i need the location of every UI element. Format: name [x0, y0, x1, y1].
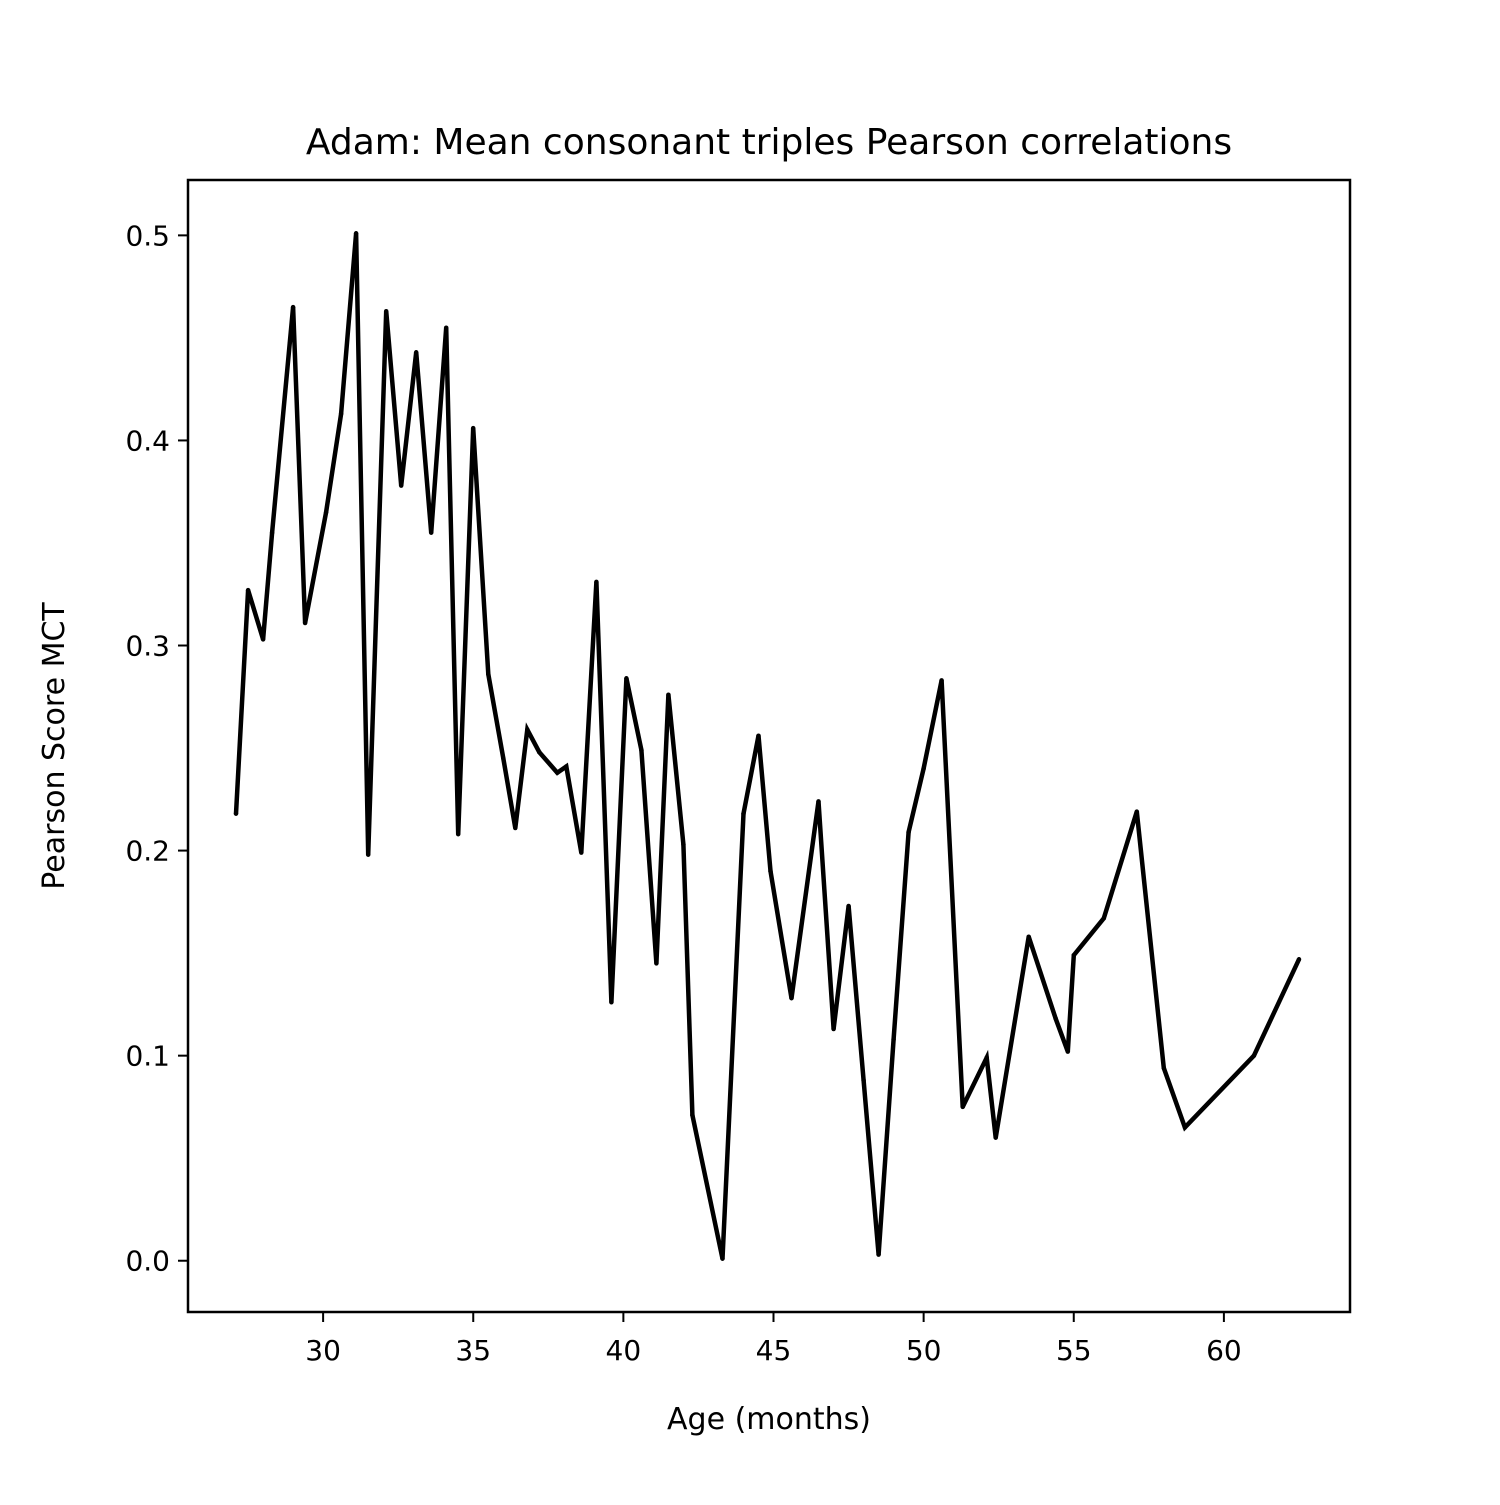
data-point — [654, 961, 659, 966]
data-point — [537, 749, 542, 755]
x-tick-label: 50 — [906, 1334, 942, 1367]
data-point — [690, 1112, 695, 1118]
data-point — [831, 1026, 836, 1032]
data-point — [365, 852, 371, 857]
data-point — [501, 756, 506, 761]
data-point — [428, 530, 434, 535]
data-point — [846, 903, 851, 909]
data-point — [245, 587, 251, 593]
x-axis-ticks: 30 35 40 45 50 55 60 — [305, 1312, 1242, 1367]
data-point — [624, 676, 629, 681]
data-point — [290, 304, 296, 310]
data-point — [513, 825, 518, 831]
data-point — [1101, 916, 1107, 921]
data-point — [455, 831, 461, 837]
x-axis-label: Age (months) — [667, 1402, 871, 1437]
data-point — [960, 1104, 965, 1110]
data-point — [861, 1078, 866, 1083]
data-point — [353, 231, 359, 236]
data-point — [768, 868, 773, 874]
data-point — [1134, 809, 1140, 814]
data-point — [609, 1000, 614, 1005]
x-tick-label: 30 — [305, 1334, 341, 1367]
data-point — [398, 483, 404, 488]
x-tick-label: 60 — [1206, 1334, 1242, 1367]
data-point — [681, 842, 686, 847]
data-point — [564, 764, 569, 769]
y-tick-label: 0.3 — [125, 630, 170, 663]
data-point — [443, 325, 449, 330]
data-point — [891, 1037, 896, 1042]
data-point — [1053, 1016, 1058, 1021]
data-point — [876, 1252, 881, 1257]
data-point — [302, 620, 308, 626]
data-point — [1251, 1053, 1257, 1058]
data-point — [1296, 957, 1302, 962]
chart-title: Adam: Mean consonant triples Pearson cor… — [306, 122, 1232, 163]
data-point — [486, 671, 491, 677]
data-point — [666, 692, 671, 697]
x-tick-label: 40 — [606, 1334, 642, 1367]
series-0 — [233, 231, 1302, 1261]
data-point — [338, 411, 344, 417]
y-axis-ticks: 0.0 0.1 0.2 0.3 0.4 0.5 — [125, 219, 188, 1278]
data-point — [720, 1256, 725, 1261]
data-point — [1161, 1065, 1167, 1071]
y-tick-label: 0.1 — [125, 1040, 170, 1073]
data-point — [579, 850, 584, 855]
data-point — [594, 579, 599, 585]
data-point — [921, 766, 926, 771]
y-axis-label: Pearson Score MCT — [37, 602, 72, 890]
data-point — [269, 530, 275, 535]
data-point — [939, 678, 944, 683]
data-point — [383, 308, 389, 314]
data-point — [993, 1135, 998, 1140]
data-point — [816, 799, 821, 804]
series-layer — [233, 231, 1302, 1261]
series-line — [233, 233, 1302, 1260]
data-point — [741, 811, 746, 816]
y-tick-label: 0.2 — [125, 835, 170, 868]
x-tick-label: 45 — [756, 1334, 792, 1367]
data-point — [1071, 952, 1077, 958]
y-tick-label: 0.0 — [125, 1245, 170, 1278]
data-point — [260, 637, 266, 642]
data-point — [1065, 1049, 1071, 1054]
data-point — [555, 770, 560, 775]
data-point — [1182, 1125, 1188, 1130]
data-point — [323, 509, 329, 515]
data-point — [525, 727, 530, 732]
data-point — [413, 350, 419, 355]
data-point — [1026, 934, 1031, 939]
data-point — [984, 1055, 989, 1060]
data-point — [639, 747, 644, 753]
data-point — [906, 829, 911, 835]
y-tick-label: 0.4 — [125, 424, 170, 457]
x-tick-label: 55 — [1056, 1334, 1092, 1367]
plot-frame — [186, 178, 1352, 1314]
y-tick-label: 0.5 — [125, 219, 170, 252]
data-point — [470, 425, 476, 431]
data-point — [756, 733, 761, 738]
data-point — [789, 995, 794, 1001]
data-point — [233, 811, 239, 816]
x-tick-label: 35 — [455, 1334, 491, 1367]
